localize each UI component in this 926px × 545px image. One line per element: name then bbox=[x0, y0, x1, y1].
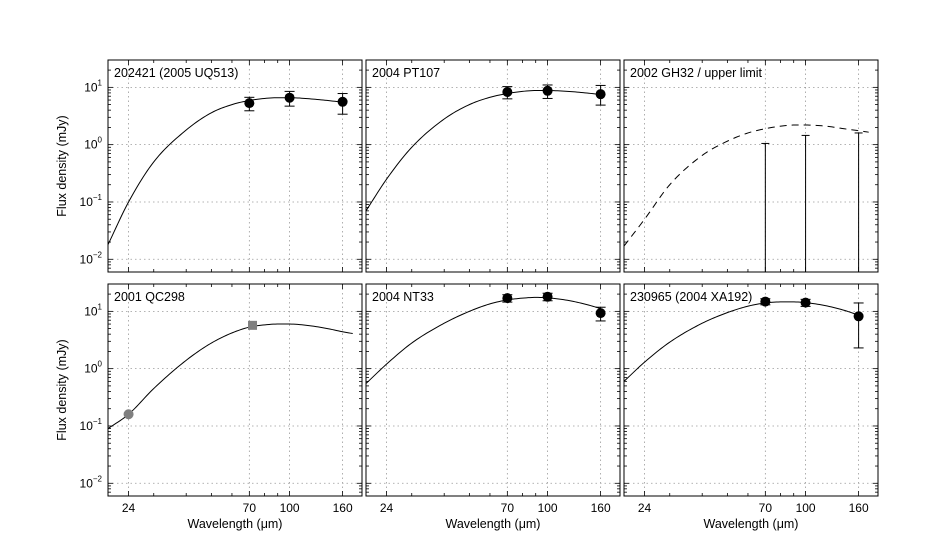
y-tick-label-base: 10 bbox=[80, 252, 94, 266]
model-curve bbox=[366, 296, 601, 384]
data-point bbox=[284, 92, 295, 103]
panel-content bbox=[624, 296, 864, 382]
panel-frame bbox=[365, 59, 621, 273]
y-axis-label: Flux density (mJy) bbox=[55, 115, 69, 216]
x-axis-label: Wavelength (μm) bbox=[446, 517, 541, 531]
data-point bbox=[337, 96, 348, 107]
data-point bbox=[244, 98, 255, 109]
panel-5: 24 70 100 160 Wavelength (μm) 2004 NT33 bbox=[365, 283, 621, 531]
panel-title: 2004 PT107 bbox=[372, 66, 440, 80]
y-tick-label-exponent: −1 bbox=[93, 417, 103, 426]
x-tick-label: 70 bbox=[759, 501, 773, 515]
y-tick-label-exponent: 0 bbox=[98, 136, 103, 145]
data-point-square bbox=[248, 320, 258, 330]
y-tick-label-base: 10 bbox=[84, 304, 98, 318]
model-curve bbox=[108, 97, 343, 245]
y-tick-label-exponent: 1 bbox=[98, 78, 103, 87]
panel-title: 2004 NT33 bbox=[372, 290, 434, 304]
y-tick-label-base: 10 bbox=[84, 138, 98, 152]
y-tick-label: 100 bbox=[84, 136, 102, 152]
panel-3: 2002 GH32 / upper limit bbox=[623, 59, 879, 273]
y-axis-label: Flux density (mJy) bbox=[55, 339, 69, 440]
x-tick-label: 160 bbox=[849, 501, 869, 515]
data-point bbox=[123, 409, 134, 420]
panel-frame bbox=[107, 59, 363, 273]
x-tick-label: 100 bbox=[280, 501, 300, 515]
model-curve bbox=[108, 323, 353, 430]
y-tick-label: 10−1 bbox=[80, 193, 103, 209]
data-point bbox=[595, 308, 606, 319]
y-tick-label: 10−2 bbox=[80, 474, 103, 490]
x-axis-label: Wavelength (μm) bbox=[188, 517, 283, 531]
y-tick-label-base: 10 bbox=[84, 362, 98, 376]
model-curve bbox=[366, 90, 601, 212]
y-tick-label-exponent: −1 bbox=[93, 193, 103, 202]
y-tick-label-base: 10 bbox=[84, 80, 98, 94]
y-tick-label-base: 10 bbox=[80, 476, 94, 490]
panel-6: 24 70 100 160 Wavelength (μm) 230965 (2004 XA… bbox=[623, 283, 879, 531]
data-point bbox=[542, 291, 553, 302]
panel-2: 2004 PT107 bbox=[365, 59, 621, 273]
panel-title: 230965 (2004 XA192) bbox=[630, 290, 752, 304]
panel-frame bbox=[107, 283, 363, 497]
y-tick-label-exponent: −2 bbox=[93, 250, 103, 259]
data-point bbox=[853, 311, 864, 322]
data-point bbox=[542, 85, 553, 96]
x-tick-label: 24 bbox=[380, 501, 394, 515]
data-point bbox=[760, 296, 771, 307]
y-tick-label: 101 bbox=[84, 78, 102, 94]
y-tick-label-base: 10 bbox=[80, 419, 94, 433]
x-tick-label: 160 bbox=[591, 501, 611, 515]
panel-content bbox=[366, 84, 606, 212]
x-tick-label: 70 bbox=[243, 501, 257, 515]
panel-content bbox=[624, 124, 869, 272]
panel-content bbox=[108, 90, 348, 245]
panel-title: 2002 GH32 / upper limit bbox=[630, 66, 763, 80]
model-curve bbox=[624, 301, 859, 382]
y-tick-label-exponent: 0 bbox=[98, 360, 103, 369]
y-tick-label-exponent: −2 bbox=[93, 474, 103, 483]
panel-content bbox=[108, 320, 353, 430]
data-point bbox=[502, 86, 513, 97]
panel-frame bbox=[623, 283, 879, 497]
panel-title: 2001 QC298 bbox=[114, 290, 185, 304]
panel-frame bbox=[623, 59, 879, 273]
y-tick-label: 10−2 bbox=[80, 250, 103, 266]
x-tick-label: 70 bbox=[501, 501, 515, 515]
panel-content bbox=[366, 291, 606, 384]
data-point bbox=[502, 293, 513, 304]
data-point bbox=[595, 89, 606, 100]
x-tick-label: 160 bbox=[333, 501, 353, 515]
x-tick-label: 24 bbox=[122, 501, 136, 515]
panel-frame bbox=[365, 283, 621, 497]
y-tick-label: 10−1 bbox=[80, 417, 103, 433]
y-tick-label: 101 bbox=[84, 302, 102, 318]
x-axis-label: Wavelength (μm) bbox=[704, 517, 799, 531]
data-point bbox=[800, 297, 811, 308]
y-tick-label: 100 bbox=[84, 360, 102, 376]
panel-title: 202421 (2005 UQ513) bbox=[114, 66, 238, 80]
y-tick-label-exponent: 1 bbox=[98, 302, 103, 311]
model-curve bbox=[624, 124, 869, 247]
x-tick-label: 24 bbox=[638, 501, 652, 515]
y-tick-label-base: 10 bbox=[80, 195, 94, 209]
x-tick-label: 100 bbox=[538, 501, 558, 515]
x-tick-label: 100 bbox=[796, 501, 816, 515]
